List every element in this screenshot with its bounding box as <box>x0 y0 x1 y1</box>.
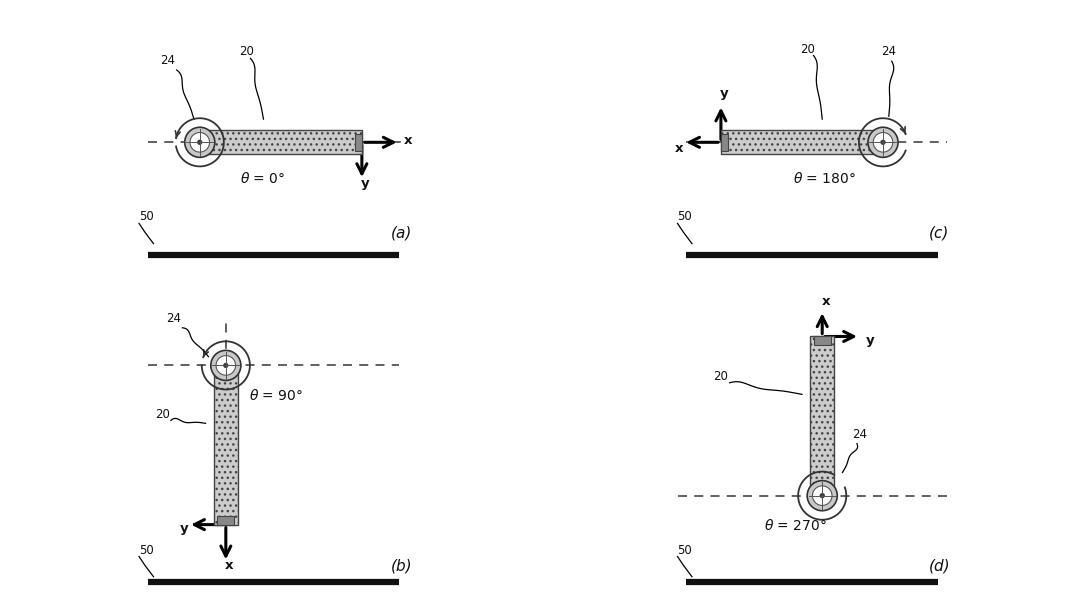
Circle shape <box>197 140 202 145</box>
Circle shape <box>224 363 228 368</box>
Text: y: y <box>361 177 369 190</box>
Text: (b): (b) <box>391 559 412 574</box>
FancyBboxPatch shape <box>721 134 728 151</box>
FancyBboxPatch shape <box>810 336 835 496</box>
Text: (a): (a) <box>391 226 412 241</box>
Circle shape <box>881 140 885 145</box>
Text: 20: 20 <box>800 43 815 55</box>
Text: x: x <box>225 560 234 572</box>
Text: 20: 20 <box>155 408 169 420</box>
Circle shape <box>185 127 214 157</box>
FancyBboxPatch shape <box>213 365 238 525</box>
Text: $\theta$ = 90°: $\theta$ = 90° <box>249 388 304 403</box>
FancyBboxPatch shape <box>876 134 883 151</box>
Text: 20: 20 <box>239 45 253 58</box>
Circle shape <box>216 356 236 375</box>
Text: 20: 20 <box>713 370 728 383</box>
Text: 50: 50 <box>139 543 154 557</box>
FancyBboxPatch shape <box>200 130 362 154</box>
Text: 50: 50 <box>139 210 154 224</box>
FancyBboxPatch shape <box>218 516 235 525</box>
Text: $\theta$ = 0°: $\theta$ = 0° <box>240 171 285 186</box>
Text: x: x <box>674 142 683 154</box>
Text: (c): (c) <box>929 226 950 241</box>
Text: 24: 24 <box>166 312 181 325</box>
Circle shape <box>211 350 241 380</box>
Text: $\theta$ = 270°: $\theta$ = 270° <box>765 519 827 534</box>
Circle shape <box>812 486 833 505</box>
Text: y: y <box>721 87 729 101</box>
Text: x: x <box>404 134 412 147</box>
Circle shape <box>820 493 825 498</box>
Text: $\theta$ = 180°: $\theta$ = 180° <box>794 171 856 186</box>
Text: 24: 24 <box>852 428 867 441</box>
Text: 50: 50 <box>677 543 693 557</box>
FancyBboxPatch shape <box>354 134 362 151</box>
Text: y: y <box>866 334 875 347</box>
FancyBboxPatch shape <box>814 336 830 345</box>
Text: 50: 50 <box>677 210 693 224</box>
Text: 24: 24 <box>160 54 176 67</box>
Text: x: x <box>822 295 830 308</box>
Text: 24: 24 <box>881 45 896 58</box>
Text: y: y <box>180 522 188 535</box>
Circle shape <box>873 133 893 152</box>
Circle shape <box>807 481 837 511</box>
Circle shape <box>190 133 210 152</box>
Text: (d): (d) <box>929 559 951 574</box>
Circle shape <box>868 127 898 157</box>
FancyBboxPatch shape <box>721 130 883 154</box>
